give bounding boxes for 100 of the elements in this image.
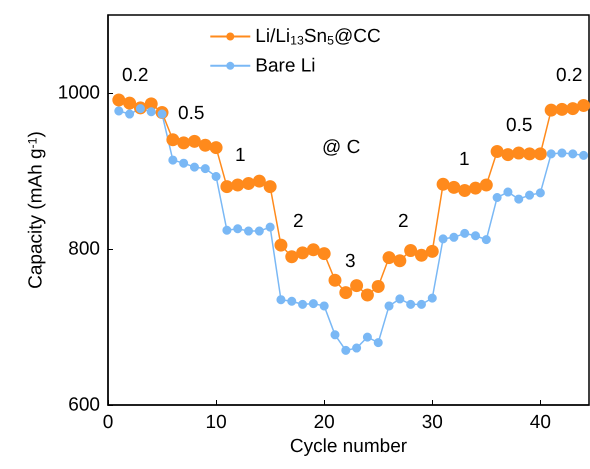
point	[350, 279, 364, 292]
point	[168, 156, 178, 165]
point	[512, 146, 526, 160]
point	[231, 178, 244, 192]
point	[482, 235, 491, 244]
point	[341, 346, 350, 355]
point	[233, 224, 242, 234]
point	[308, 299, 318, 308]
point	[198, 138, 212, 152]
point	[306, 243, 320, 256]
point	[372, 280, 385, 293]
x-axis-title: Cycle number	[290, 436, 408, 457]
point	[220, 180, 234, 194]
point	[360, 288, 374, 302]
point	[544, 104, 558, 117]
point	[254, 226, 264, 236]
point	[460, 228, 470, 238]
point	[416, 300, 426, 309]
legend-label: Bare Li	[255, 55, 316, 76]
point	[339, 286, 352, 300]
point	[568, 149, 578, 158]
annotation: 0.2	[556, 65, 582, 86]
legend-label: Li/Li13Sn5@CC	[255, 26, 381, 48]
point	[393, 254, 406, 268]
point	[318, 247, 331, 260]
point	[296, 246, 310, 260]
point	[276, 295, 286, 304]
point	[362, 332, 372, 342]
y-tick-label: 600	[68, 394, 100, 416]
point	[503, 188, 512, 197]
point	[328, 274, 342, 287]
point	[382, 251, 396, 264]
point	[395, 294, 404, 304]
point	[428, 294, 437, 303]
point	[436, 178, 450, 191]
point	[492, 193, 502, 202]
annotation: 2	[293, 211, 304, 232]
point	[252, 174, 266, 188]
point	[546, 149, 556, 158]
point	[222, 226, 232, 235]
y-axis-title: Capacity (mAh g-1)	[25, 131, 47, 289]
point	[469, 182, 482, 195]
y-tick-label: 1000	[58, 82, 100, 104]
point	[177, 136, 190, 150]
point	[534, 147, 547, 160]
point	[114, 106, 124, 116]
y-tick-label: 800	[68, 238, 100, 260]
annotation: 2	[398, 211, 409, 232]
point	[525, 190, 534, 200]
x-tick-label: 30	[422, 412, 443, 433]
point	[471, 231, 480, 240]
point	[330, 330, 340, 340]
point	[536, 188, 545, 198]
point	[449, 232, 458, 242]
point	[566, 102, 580, 116]
annotation: @ C	[322, 137, 360, 158]
point	[458, 184, 472, 197]
point	[242, 176, 256, 190]
point	[298, 300, 308, 309]
point	[212, 172, 221, 181]
annotation: 0.5	[178, 103, 204, 124]
annotation: 3	[345, 251, 356, 272]
point	[501, 148, 514, 162]
point	[146, 107, 156, 116]
point	[579, 150, 588, 160]
x-tick-label: 0	[102, 412, 114, 433]
point	[404, 244, 418, 258]
point	[266, 222, 275, 232]
annotation: 0.5	[506, 115, 532, 136]
point	[374, 338, 383, 348]
annotation: 1	[235, 145, 246, 166]
point	[523, 147, 536, 160]
point	[490, 145, 504, 158]
annotation: 1	[459, 149, 470, 170]
point	[555, 102, 568, 116]
point	[264, 180, 277, 194]
point	[577, 98, 590, 112]
point	[352, 344, 362, 353]
point	[406, 300, 416, 309]
point	[287, 296, 296, 306]
x-tick-label: 10	[206, 412, 227, 433]
point	[244, 226, 254, 236]
point	[179, 158, 188, 168]
point	[274, 238, 288, 252]
x-tick-label: 40	[530, 412, 551, 433]
point	[112, 94, 126, 107]
point	[447, 180, 460, 194]
point	[285, 250, 298, 264]
point	[190, 162, 199, 172]
point	[438, 234, 448, 244]
point	[414, 248, 428, 262]
point	[166, 133, 180, 146]
point	[384, 301, 394, 310]
point	[200, 164, 210, 174]
point	[125, 110, 134, 119]
point	[123, 96, 136, 110]
point	[426, 244, 439, 258]
point	[188, 134, 201, 148]
point	[210, 141, 223, 154]
point	[480, 178, 493, 192]
